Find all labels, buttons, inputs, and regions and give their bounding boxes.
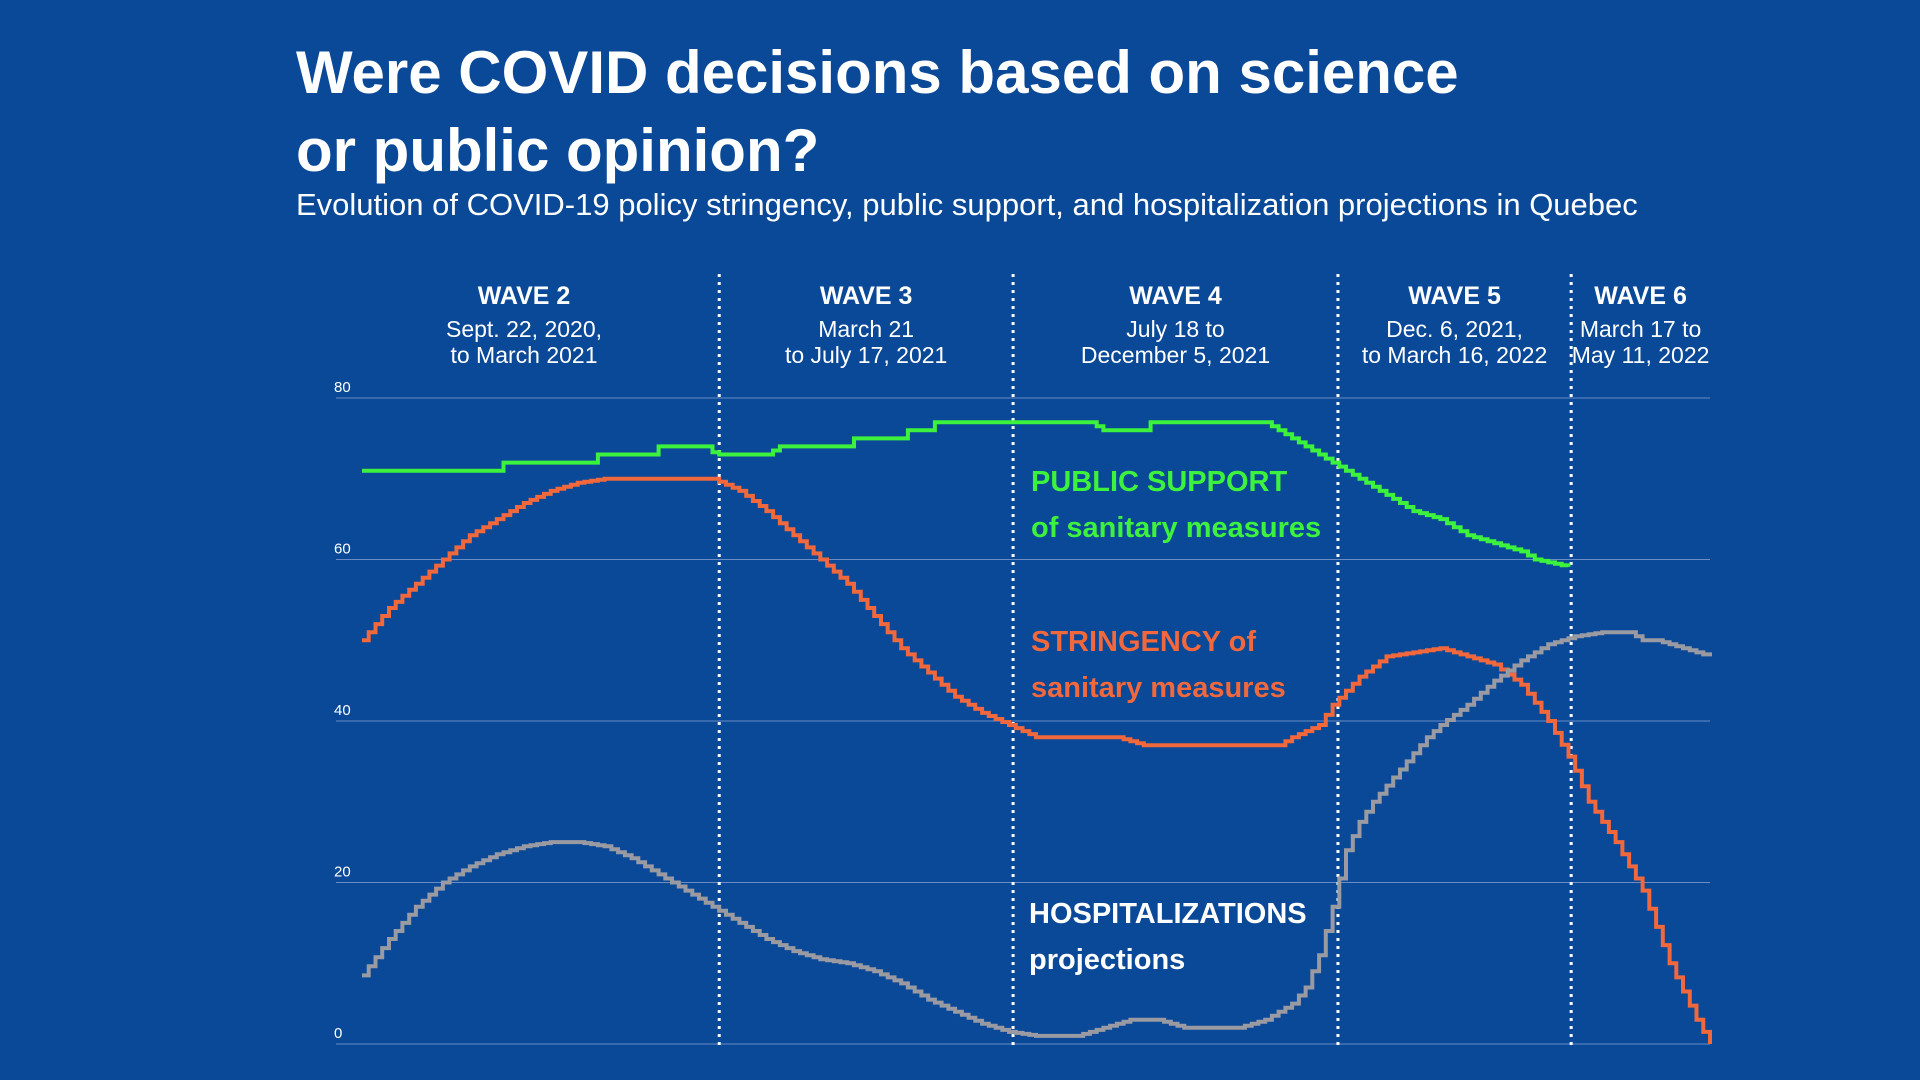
y-axis-ticks: 0 20 40 60 80 — [334, 379, 351, 1042]
wave-date-line-2: May 11, 2022 — [1572, 342, 1710, 368]
wave-date-line-1: Sept. 22, 2020, — [446, 316, 602, 342]
support-label-line-1: PUBLIC SUPPORT — [1031, 466, 1287, 498]
hospitalizations-label-line-1: HOSPITALIZATIONS — [1029, 898, 1307, 930]
title-line-1: Were COVID decisions based on science — [296, 39, 1459, 106]
wave-header-5: WAVE 5 Dec. 6, 2021,to March 16, 2022 — [1362, 282, 1547, 368]
y-tick-label-80: 80 — [334, 379, 351, 396]
y-tick-label-0: 0 — [334, 1025, 342, 1042]
hospitalizations-label: HOSPITALIZATIONS projections — [1029, 898, 1307, 976]
wave-date-line-2: to March 2021 — [450, 342, 597, 368]
wave-date-line-1: March 17 to — [1580, 316, 1701, 342]
wave-date-line-2: December 5, 2021 — [1081, 342, 1270, 368]
y-tick-label-20: 20 — [334, 864, 351, 881]
y-tick-label-40: 40 — [334, 702, 351, 719]
wave-title: WAVE 3 — [820, 282, 913, 310]
wave-date-line-1: March 21 — [818, 316, 914, 342]
series-lines — [362, 420, 1712, 1044]
wave-title: WAVE 4 — [1129, 282, 1222, 310]
support-label-line-2: of sanitary measures — [1031, 512, 1321, 544]
gridlines — [336, 397, 1710, 1045]
stringency-label: STRINGENCY of sanitary measures — [1031, 626, 1286, 704]
wave-dividers — [717, 274, 1573, 1050]
y-tick-label-60: 60 — [334, 541, 351, 558]
support-line — [362, 420, 1571, 568]
wave-date-line-1: Dec. 6, 2021, — [1386, 316, 1523, 342]
wave-header-2: WAVE 2 Sept. 22, 2020,to March 2021 — [446, 282, 602, 368]
stringency-label-line-2: sanitary measures — [1031, 672, 1286, 704]
stringency-label-line-1: STRINGENCY of — [1031, 626, 1256, 658]
wave-date-line-2: to March 16, 2022 — [1362, 342, 1547, 368]
chart-title: Were COVID decisions based on science or… — [296, 34, 1459, 190]
stringency-line — [362, 476, 1712, 1044]
wave-title: WAVE 2 — [478, 282, 571, 310]
wave-title: WAVE 6 — [1594, 282, 1687, 310]
chart-subtitle: Evolution of COVID-19 policy stringency,… — [296, 187, 1638, 222]
title-line-2: or public opinion? — [296, 117, 820, 184]
hospitalizations-line — [362, 630, 1712, 1038]
wave-date-line-2: to July 17, 2021 — [785, 342, 947, 368]
wave-date-line-1: July 18 to — [1126, 316, 1224, 342]
wave-headers: WAVE 2 Sept. 22, 2020,to March 2021 WAVE 3… — [446, 282, 1709, 368]
hospitalizations-label-line-2: projections — [1029, 944, 1185, 976]
wave-title: WAVE 5 — [1408, 282, 1501, 310]
support-label: PUBLIC SUPPORT of sanitary measures — [1031, 466, 1321, 544]
